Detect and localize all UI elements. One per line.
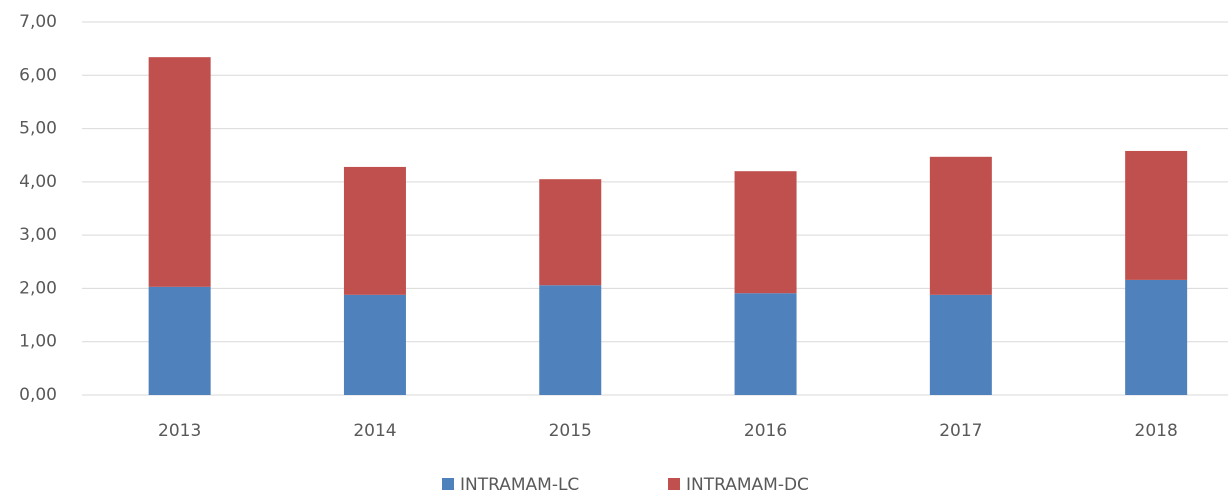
bar-segment bbox=[148, 286, 211, 395]
x-tick-label: 2013 bbox=[158, 421, 201, 441]
bar-segment bbox=[734, 171, 797, 294]
x-tick-label: 2015 bbox=[549, 421, 592, 441]
bar-segment bbox=[343, 166, 406, 295]
y-tick-label: 5,00 bbox=[19, 119, 57, 139]
legend-label: INTRAMAM-DC bbox=[686, 475, 809, 495]
x-tick-label: 2016 bbox=[744, 421, 787, 441]
y-tick-label: 1,00 bbox=[19, 332, 57, 352]
bar-segment bbox=[343, 294, 406, 395]
x-tick-label: 2017 bbox=[939, 421, 982, 441]
y-tick-label: 3,00 bbox=[19, 225, 57, 245]
legend-swatch bbox=[668, 478, 680, 490]
x-tick-label: 2018 bbox=[1135, 421, 1178, 441]
bar-segment bbox=[929, 294, 992, 395]
y-tick-label: 2,00 bbox=[19, 278, 57, 298]
y-tick-label: 7,00 bbox=[19, 12, 57, 32]
bar-segment bbox=[1125, 279, 1188, 395]
y-tick-label: 6,00 bbox=[19, 65, 57, 85]
y-tick-label: 0,00 bbox=[19, 385, 57, 405]
bar-segment bbox=[539, 179, 602, 286]
legend-label: INTRAMAM-LC bbox=[460, 475, 579, 495]
bar-segment bbox=[539, 285, 602, 395]
y-tick-label: 4,00 bbox=[19, 172, 57, 192]
bar-segment bbox=[148, 57, 211, 287]
bar-segment bbox=[734, 293, 797, 395]
legend-swatch bbox=[442, 478, 454, 490]
x-tick-label: 2014 bbox=[353, 421, 396, 441]
bar-segment bbox=[929, 156, 992, 295]
bar-segment bbox=[1125, 150, 1188, 280]
